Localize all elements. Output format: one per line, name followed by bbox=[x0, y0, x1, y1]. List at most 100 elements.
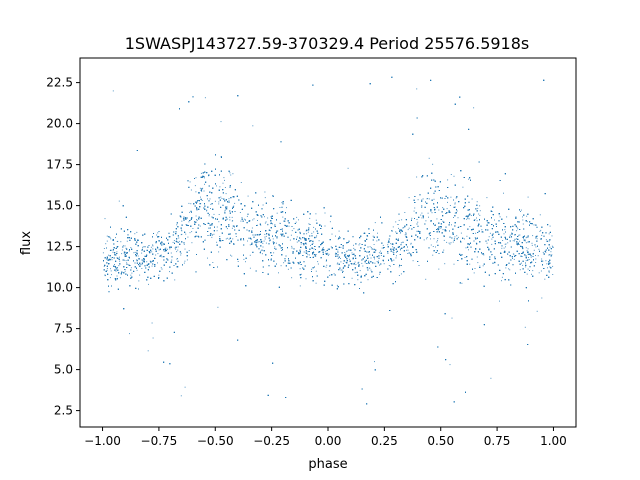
data-point bbox=[440, 227, 442, 229]
data-point bbox=[549, 246, 551, 248]
data-point bbox=[163, 243, 165, 245]
data-point bbox=[522, 248, 524, 250]
data-point bbox=[264, 216, 265, 218]
data-point bbox=[519, 234, 521, 236]
data-point bbox=[111, 274, 112, 276]
data-point bbox=[208, 215, 210, 217]
data-point bbox=[428, 216, 429, 218]
data-point bbox=[477, 262, 479, 264]
data-point bbox=[296, 236, 298, 238]
data-point bbox=[454, 203, 456, 205]
data-point bbox=[124, 245, 126, 247]
data-point bbox=[525, 247, 527, 249]
data-point bbox=[219, 236, 221, 237]
data-point bbox=[544, 278, 546, 280]
data-point bbox=[527, 253, 529, 255]
data-point bbox=[157, 232, 159, 234]
data-point bbox=[423, 239, 425, 241]
data-point bbox=[267, 217, 269, 219]
data-point bbox=[141, 268, 143, 269]
data-point bbox=[103, 248, 105, 249]
data-point bbox=[486, 197, 488, 199]
data-point bbox=[252, 125, 254, 127]
data-point bbox=[116, 257, 118, 259]
data-point bbox=[340, 269, 342, 271]
data-point bbox=[184, 248, 186, 250]
data-point bbox=[527, 241, 529, 243]
data-point bbox=[527, 248, 529, 250]
data-point bbox=[155, 254, 157, 256]
data-point bbox=[178, 237, 180, 239]
data-point bbox=[476, 201, 478, 203]
data-point bbox=[382, 260, 384, 262]
data-point bbox=[503, 233, 505, 235]
data-point bbox=[110, 238, 112, 240]
data-point bbox=[488, 236, 490, 238]
data-point bbox=[315, 219, 317, 221]
data-point bbox=[204, 97, 206, 99]
data-point bbox=[267, 223, 269, 225]
data-point bbox=[188, 221, 190, 223]
data-point bbox=[174, 279, 176, 281]
data-point bbox=[257, 220, 258, 221]
data-point bbox=[129, 333, 130, 335]
data-point bbox=[526, 250, 528, 252]
data-point bbox=[152, 244, 154, 246]
data-point bbox=[231, 255, 233, 257]
data-point bbox=[160, 255, 162, 257]
data-point bbox=[417, 221, 419, 223]
data-point bbox=[247, 240, 248, 242]
data-point bbox=[447, 201, 448, 203]
data-point bbox=[525, 266, 527, 268]
data-point bbox=[176, 258, 178, 260]
data-point bbox=[428, 157, 430, 159]
data-point bbox=[478, 213, 480, 215]
data-point bbox=[353, 244, 354, 246]
data-point bbox=[226, 228, 228, 230]
data-point bbox=[454, 212, 456, 214]
data-point bbox=[501, 247, 503, 249]
data-point bbox=[524, 240, 526, 242]
data-point bbox=[466, 235, 468, 237]
data-point bbox=[300, 273, 302, 275]
data-point bbox=[168, 236, 170, 238]
data-point bbox=[222, 182, 224, 184]
data-point bbox=[364, 262, 366, 264]
data-point bbox=[289, 239, 291, 241]
data-point bbox=[177, 242, 179, 243]
chart-title: 1SWASPJ143727.59-370329.4 Period 25576.5… bbox=[125, 34, 530, 53]
data-point bbox=[481, 229, 483, 231]
data-point bbox=[475, 249, 477, 251]
data-point bbox=[519, 240, 521, 242]
data-point bbox=[293, 228, 295, 230]
data-point bbox=[407, 253, 409, 254]
data-point bbox=[202, 187, 204, 189]
data-point bbox=[337, 257, 339, 259]
data-point bbox=[218, 201, 220, 203]
data-point bbox=[545, 251, 547, 253]
data-point bbox=[469, 263, 471, 265]
data-point bbox=[148, 283, 149, 285]
data-point bbox=[502, 240, 504, 241]
data-point bbox=[185, 224, 187, 226]
data-point bbox=[195, 177, 197, 179]
data-point bbox=[422, 198, 424, 200]
data-point bbox=[224, 179, 225, 181]
data-point bbox=[270, 258, 272, 260]
data-point bbox=[491, 254, 492, 256]
data-point bbox=[399, 232, 401, 234]
data-point bbox=[312, 242, 314, 244]
data-point bbox=[180, 395, 182, 397]
data-point bbox=[151, 265, 153, 267]
data-point bbox=[137, 255, 139, 257]
data-point bbox=[513, 258, 515, 260]
data-point bbox=[336, 263, 338, 265]
data-point bbox=[265, 235, 267, 237]
data-point bbox=[521, 262, 522, 264]
data-point bbox=[432, 246, 434, 247]
data-point bbox=[453, 217, 454, 218]
data-point bbox=[387, 253, 389, 254]
data-point bbox=[126, 240, 128, 242]
data-point bbox=[425, 220, 427, 222]
